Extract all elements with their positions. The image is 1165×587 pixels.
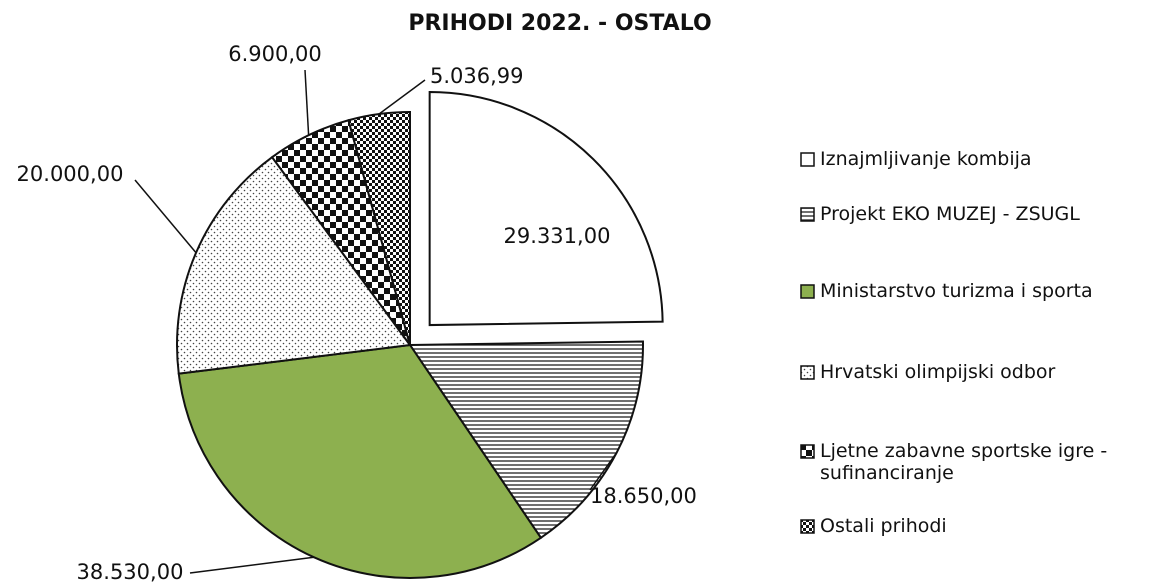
data-label: 6.900,00 — [228, 42, 322, 66]
legend-item: Ostali prihodi — [800, 515, 1160, 537]
legend-label: Ostali prihodi — [820, 515, 947, 537]
legend-item: Projekt EKO MUZEJ - ZSUGL — [800, 203, 1160, 225]
legend-swatch — [800, 284, 815, 299]
pie-slice — [177, 343, 543, 579]
label-bg — [500, 224, 614, 248]
data-label: 5.036,99 — [430, 64, 524, 88]
swatch — [800, 284, 815, 299]
legend-label: Ljetne zabavne sportske igre - sufinanci… — [820, 440, 1108, 484]
data-label: 18.650,00 — [590, 484, 697, 508]
pie-slice — [176, 155, 412, 375]
legend-swatch — [800, 365, 815, 380]
leader-line — [134, 179, 197, 254]
pie-slice — [347, 110, 411, 346]
swatch — [800, 444, 815, 459]
legend-label: Projekt EKO MUZEJ - ZSUGL — [820, 203, 1080, 225]
legend-label: Hrvatski olimpijski odbor — [820, 361, 1056, 383]
legend-item: Hrvatski olimpijski odbor — [800, 361, 1160, 383]
swatch — [800, 519, 815, 534]
data-label: 38.530,00 — [77, 560, 184, 584]
data-label: 29.331,00 — [504, 224, 611, 248]
legend-swatch — [800, 207, 815, 222]
legend-item: Ministarstvo turizma i sporta — [800, 280, 1160, 302]
legend-label: Ministarstvo turizma i sporta — [820, 280, 1093, 302]
legend-item: Iznajmljivanje kombija — [800, 148, 1160, 170]
leader-line — [589, 452, 618, 491]
swatch — [800, 207, 815, 222]
legend-swatch — [800, 519, 815, 534]
pie-slice — [428, 91, 664, 327]
chart-title: PRIHODI 2022. - OSTALO — [408, 11, 711, 36]
legend-label: Iznajmljivanje kombija — [820, 148, 1032, 170]
leader-line — [189, 556, 314, 574]
swatch — [800, 365, 815, 380]
leader-line — [304, 69, 310, 136]
swatch — [800, 152, 815, 167]
legend-swatch — [800, 152, 815, 167]
leader-line — [378, 79, 426, 115]
legend-item: Ljetne zabavne sportske igre - sufinanci… — [800, 440, 1160, 484]
data-label: 20.000,00 — [17, 162, 124, 186]
legend-swatch — [800, 444, 815, 459]
